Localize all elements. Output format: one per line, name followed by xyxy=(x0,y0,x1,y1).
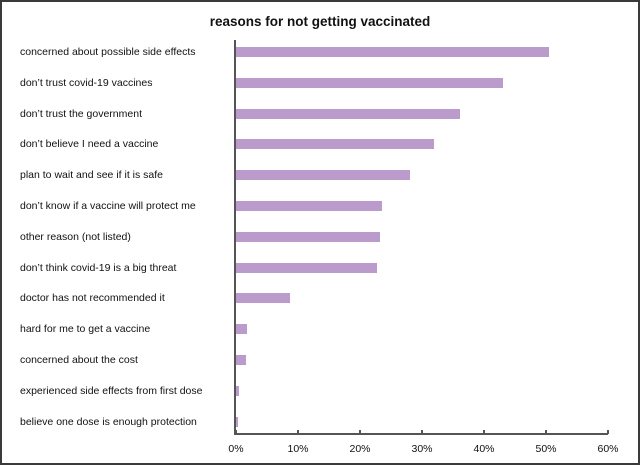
bar xyxy=(236,77,504,88)
x-tick-mark xyxy=(545,430,547,434)
bar xyxy=(236,170,411,181)
category-label: hard for me to get a vaccine xyxy=(20,323,151,336)
x-tick-mark xyxy=(607,430,609,434)
x-tick-mark xyxy=(235,430,237,434)
x-tick-label: 10% xyxy=(287,443,309,455)
x-tick-label: 40% xyxy=(473,443,495,455)
bar xyxy=(236,231,381,242)
bar xyxy=(236,293,290,304)
bar xyxy=(236,108,461,119)
category-label: don’t believe I need a vaccine xyxy=(20,138,159,151)
category-label: don’t think covid-19 is a big threat xyxy=(20,261,177,274)
x-tick-mark xyxy=(359,430,361,434)
x-tick-label: 0% xyxy=(228,443,244,455)
category-label: other reason (not listed) xyxy=(20,230,131,243)
x-tick-label: 20% xyxy=(349,443,371,455)
x-tick-mark xyxy=(421,430,423,434)
category-label: concerned about possible side effects xyxy=(20,46,196,58)
category-label: experienced side effects from first dose xyxy=(20,384,203,397)
bar xyxy=(236,416,239,427)
x-tick-label: 50% xyxy=(535,443,557,455)
x-tick-mark xyxy=(297,430,299,434)
bar xyxy=(236,324,247,335)
category-label: don’t trust the government xyxy=(20,107,142,120)
category-label: believe one dose is enough protection xyxy=(20,415,197,428)
y-axis-line xyxy=(234,40,236,434)
bar xyxy=(236,201,383,211)
category-label: don’t know if a vaccine will protect me xyxy=(20,200,196,212)
bar xyxy=(236,385,240,396)
category-label: concerned about the cost xyxy=(20,354,138,366)
bar xyxy=(236,47,550,57)
chart-title: reasons for not getting vaccinated xyxy=(209,14,431,29)
category-label: doctor has not recommended it xyxy=(20,292,165,305)
bar xyxy=(236,262,378,273)
category-label: don’t trust covid-19 vaccines xyxy=(20,76,153,89)
category-label: plan to wait and see if it is safe xyxy=(20,169,163,182)
bar xyxy=(236,355,246,365)
bar xyxy=(236,139,435,150)
x-tick-label: 60% xyxy=(597,443,619,455)
x-tick-label: 30% xyxy=(411,443,433,455)
x-tick-mark xyxy=(483,430,485,434)
